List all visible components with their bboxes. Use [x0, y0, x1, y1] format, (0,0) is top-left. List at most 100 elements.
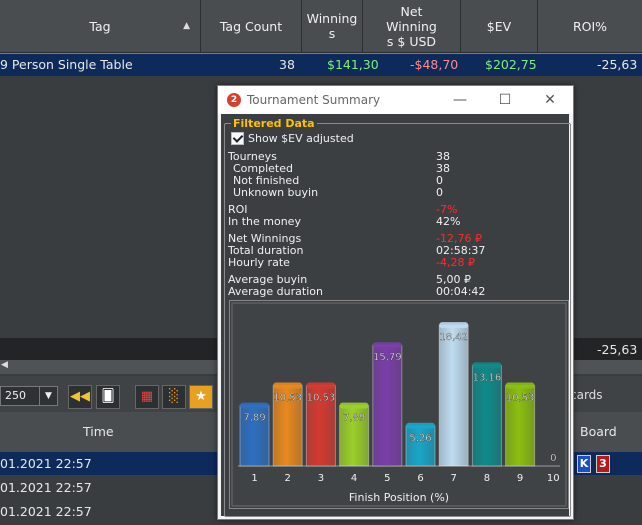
hands-count-select[interactable]: 250 ▼ — [0, 386, 58, 406]
chart-bar-cap-1 — [240, 402, 269, 409]
hand-time: 01.2021 22:57 — [0, 504, 92, 519]
stat-value-hourly-rate: -4,28 ₽ — [436, 256, 475, 269]
stat-value-average-buyin: 5,00 ₽ — [436, 273, 471, 286]
group-label: Filtered Data — [231, 117, 317, 130]
maximize-icon: ☐ — [498, 92, 512, 108]
chart-bar-cap-2 — [273, 382, 303, 389]
chart-value-label: 18,42 — [439, 332, 468, 343]
stat-value-tourneys: 38 — [436, 150, 450, 163]
chart-value-label: 0 — [550, 453, 556, 464]
chart-value-label: 10,53 — [307, 392, 336, 403]
chart-tick-label: 8 — [484, 473, 490, 484]
stat-label-total-duration: Total duration — [228, 244, 304, 257]
chart-value-label: 7,89 — [243, 413, 265, 424]
grid-view-button[interactable]: ▦ — [135, 385, 159, 409]
chart-bar-cap-5 — [372, 342, 402, 349]
column-header-roi[interactable]: ROI% — [538, 0, 642, 52]
cards-button[interactable]: 🂠 — [96, 385, 120, 409]
dialog-titlebar[interactable]: 2 Tournament Summary — ☐ ✕ — [218, 86, 573, 114]
minimize-icon: — — [453, 92, 467, 108]
chart-value-label: 15,79 — [373, 352, 402, 363]
row-net-winnings: -$48,70 — [410, 57, 459, 72]
chart-bar-5 — [372, 344, 403, 467]
chart-value-label: 10,53 — [273, 392, 302, 403]
dialog-body: Filtered Data Show $EV adjusted Tourneys… — [221, 114, 571, 517]
maximize-button[interactable]: ☐ — [493, 89, 517, 111]
stat-value-total-duration: 02:58:37 — [436, 244, 486, 257]
row-ev: $202,75 — [485, 57, 537, 72]
stat-label-roi: ROI — [228, 203, 248, 216]
minimize-button[interactable]: — — [448, 89, 472, 111]
chart-tick-label: 7 — [451, 473, 457, 484]
chart-bar-3 — [305, 384, 336, 467]
stat-label-tourneys: Tourneys — [228, 150, 277, 163]
list-item[interactable]: 01.2021 22:57 — [0, 476, 642, 499]
close-icon: ✕ — [544, 92, 556, 108]
chart-bar-7 — [438, 324, 469, 467]
checkbox-label: Show $EV adjusted — [248, 132, 354, 145]
rewind-icon: ◀◀ — [70, 389, 90, 404]
stat-label-average-buyin: Average buyin — [228, 273, 308, 286]
list-item[interactable]: 01.2021 22:57 — [0, 500, 642, 523]
column-header-ev[interactable]: $EV — [461, 0, 538, 52]
chart-bar-1 — [239, 405, 270, 467]
column-header-tag[interactable]: Tag ▲ — [0, 0, 201, 52]
board-card-three: 3 — [596, 455, 610, 473]
stat-label-hourly-rate: Hourly rate — [228, 256, 290, 269]
column-header-tag-label: Tag — [89, 18, 111, 34]
checkbox-checked-icon — [231, 132, 244, 145]
stat-value-net-winnings: -12,76 ₽ — [436, 232, 482, 245]
chart-tick-label: 1 — [251, 473, 257, 484]
chart-bar-cap-6 — [406, 422, 435, 429]
close-button[interactable]: ✕ — [538, 89, 562, 111]
hands-count-value: 250 — [5, 389, 26, 402]
hand-time: 01.2021 22:57 — [0, 456, 92, 471]
chart-x-axis-label: Finish Position (%) — [349, 491, 449, 504]
column-header-time[interactable]: Time — [83, 424, 114, 439]
column-header-tag-count[interactable]: Tag Count — [201, 0, 302, 52]
dialog-title: Tournament Summary — [247, 93, 381, 107]
row-roi: -25,63 — [597, 57, 638, 72]
column-header-winnings-label: Winning s — [306, 11, 358, 41]
row-tag: 9 Person Single Table — [0, 57, 133, 72]
stat-label-unknown-buyin: Unknown buyin — [233, 186, 319, 199]
column-header-net-winnings[interactable]: Net Winning s $ USD — [363, 0, 461, 52]
chart-tick-label: 10 — [547, 473, 560, 484]
chart-bar-cap-8 — [472, 362, 502, 369]
stats-chart-button[interactable]: ░ — [162, 385, 186, 409]
scroll-left-icon[interactable]: ◀ — [1, 360, 8, 370]
chart-value-label: 13,16 — [473, 372, 502, 383]
stat-label-average-duration: Average duration — [228, 285, 323, 298]
stat-label-in-the-money: In the money — [228, 215, 301, 228]
chart-bar-cap-9 — [505, 382, 535, 389]
sort-ascending-icon: ▲ — [183, 21, 190, 31]
column-header-tag-count-label: Tag Count — [219, 18, 283, 34]
stat-value-roi: -7% — [436, 203, 458, 216]
bar-chart-icon: ░ — [169, 389, 179, 404]
chart-bar-4 — [339, 405, 370, 467]
chart-tick-label: 9 — [517, 473, 523, 484]
chart-value-label: 5,26 — [409, 433, 431, 444]
stat-label-net-winnings: Net Winnings — [228, 232, 302, 245]
finish-position-chart-svg: 7,89 1 10,53 2 10,53 3 7,89 4 15,79 5 5,26 6 18,42 7 1… — [231, 302, 567, 507]
chart-tick-label: 6 — [417, 473, 423, 484]
column-header-board[interactable]: Board — [580, 424, 617, 439]
trophy-button[interactable]: ★ — [189, 385, 213, 409]
chart-bar-cap-4 — [339, 402, 369, 409]
stat-label-not-finished: Not finished — [233, 174, 300, 187]
column-header-winnings[interactable]: Winning s — [302, 0, 363, 52]
column-header-net-winnings-label: Net Winning s $ USD — [386, 3, 437, 49]
trophy-icon: ★ — [195, 389, 207, 404]
cards-icon: 🂠 — [101, 389, 115, 404]
table-row[interactable]: 9 Person Single Table 38 $141,30 -$48,70… — [0, 53, 642, 77]
filtered-data-group: Filtered Data Show $EV adjusted Tourneys… — [224, 117, 571, 517]
grid-icon: ▦ — [140, 389, 154, 404]
rewind-button[interactable]: ◀◀ — [68, 385, 92, 409]
show-ev-adjusted-checkbox[interactable]: Show $EV adjusted — [231, 132, 354, 145]
chart-tick-label: 3 — [318, 473, 324, 484]
chevron-down-icon: ▼ — [39, 387, 57, 405]
stat-label-completed: Completed — [233, 162, 293, 175]
chart-bar-8 — [471, 364, 502, 467]
chart-bar-6 — [405, 425, 436, 467]
chart-bar-2 — [272, 384, 303, 467]
